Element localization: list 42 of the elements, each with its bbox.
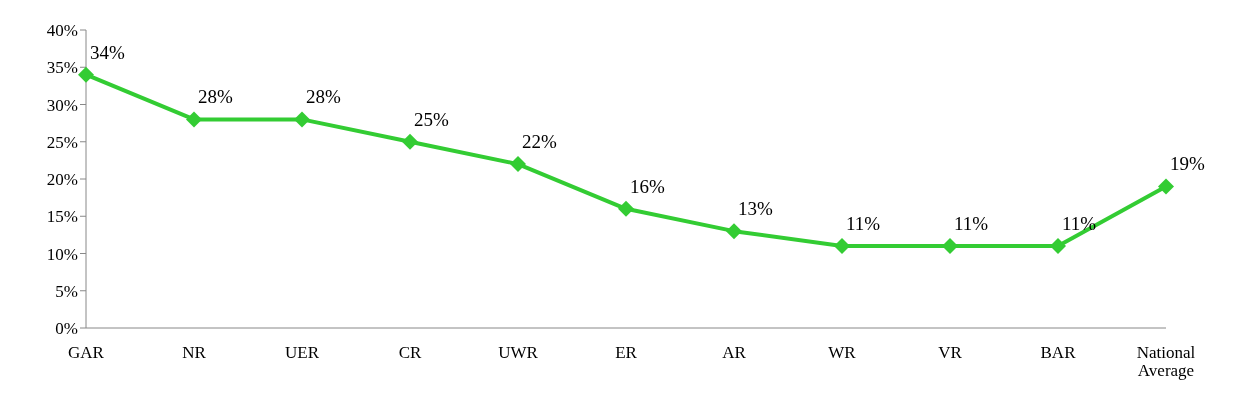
x-tick-label: AR (722, 342, 747, 362)
data-label: 11% (1062, 213, 1097, 235)
point (78, 66, 94, 83)
point (834, 238, 850, 255)
data-label: 22% (522, 131, 557, 153)
data-label: 11% (846, 213, 881, 235)
point (294, 111, 310, 128)
point (618, 200, 634, 217)
y-tick-label: 20% (46, 170, 78, 190)
point (402, 133, 418, 150)
y-tick-label: 30% (46, 95, 78, 115)
y-tick-label: 15% (46, 207, 78, 227)
point (1050, 238, 1066, 255)
data-label: 34% (90, 41, 125, 63)
data-label: 25% (414, 108, 449, 130)
x-tick-label: CR (398, 342, 422, 362)
x-tick-label: GAR (68, 342, 105, 362)
x-tick-label: BAR (1040, 342, 1077, 362)
x-tick-label: VR (938, 342, 963, 362)
y-tick-label: 25% (46, 132, 78, 152)
x-tick-label: ER (615, 342, 638, 362)
point (186, 111, 202, 128)
y-tick-label: 35% (46, 58, 78, 78)
data-label: 13% (738, 198, 773, 220)
x-tick-label: NR (182, 342, 207, 362)
data-label: 28% (198, 86, 233, 108)
y-tick-label: 5% (55, 281, 78, 301)
x-tick-label: WR (828, 342, 857, 362)
point (1158, 178, 1174, 195)
y-tick-label: 10% (46, 244, 78, 264)
x-tick-label: UER (285, 342, 320, 362)
data-label: 28% (306, 86, 341, 108)
y-tick-label: 40% (46, 21, 78, 41)
point (942, 238, 958, 255)
data-label: 11% (954, 213, 989, 235)
y-tick-label: 0% (55, 319, 78, 339)
point (510, 156, 526, 173)
x-tick-label: National Average (1136, 342, 1196, 381)
data-label: 16% (630, 175, 665, 197)
data-label: 19% (1170, 153, 1205, 175)
x-tick-label: UWR (498, 342, 539, 362)
point (726, 223, 742, 240)
